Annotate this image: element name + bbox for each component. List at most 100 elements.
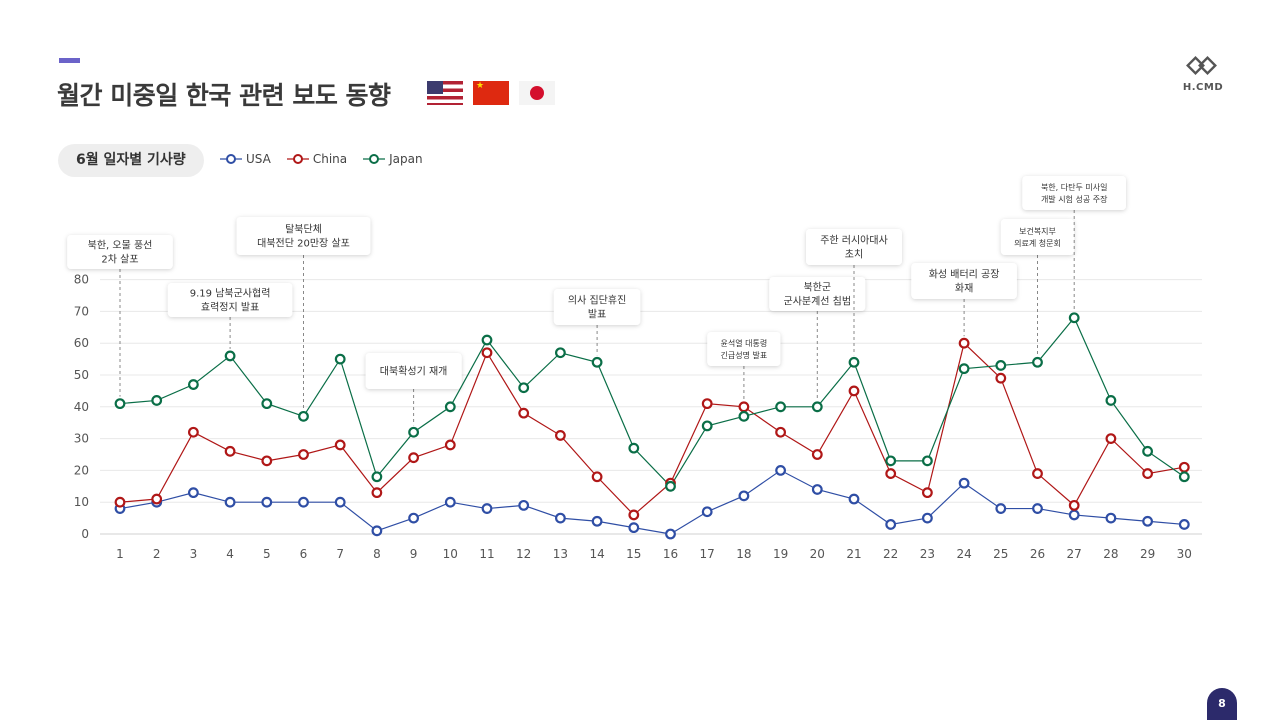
annotation-box [1000, 219, 1075, 255]
annotation-text: 탈북단체 [285, 223, 322, 236]
legend-marker-icon [220, 154, 242, 164]
data-point-usa [922, 512, 933, 524]
x-tick-label: 13 [553, 547, 568, 561]
annotation-box [67, 235, 173, 269]
data-point-china [371, 487, 383, 499]
japan-flag-icon [519, 81, 555, 105]
x-tick-label: 9 [410, 547, 418, 561]
legend-item-china: China [286, 152, 347, 166]
annotation-text: 긴급성명 발표 [721, 350, 768, 360]
data-point-usa [958, 477, 970, 489]
y-tick-label: 0 [81, 527, 89, 541]
annotation-text: 9.19 남북군사협력 [190, 287, 271, 300]
data-point-china [298, 449, 309, 460]
hcmd-logo-icon [1186, 56, 1217, 75]
x-tick-label: 21 [846, 547, 861, 561]
data-point-usa [995, 503, 1007, 514]
annotation-text: 의료계 청문회 [1014, 238, 1061, 248]
annotation-text: 윤석열 대통령 [721, 338, 768, 348]
x-tick-label: 20 [810, 547, 825, 561]
data-point-usa [591, 515, 603, 527]
x-tick-label: 17 [700, 547, 715, 561]
data-point-usa [1032, 503, 1043, 514]
x-tick-label: 16 [663, 547, 678, 561]
annotation-text: 군사분계선 침범 [784, 296, 852, 308]
data-point-china [775, 426, 786, 438]
data-point-china [408, 452, 420, 464]
x-tick-label: 5 [263, 547, 271, 561]
y-tick-label: 20 [74, 463, 89, 477]
x-tick-label: 3 [190, 547, 198, 561]
data-point-usa [1178, 519, 1190, 530]
data-point-china [1178, 461, 1190, 473]
data-point-usa [408, 512, 420, 524]
annotation-box [236, 217, 371, 255]
legend-label: Japan [389, 152, 423, 166]
annotation-text: 주한 러시아대사 [820, 235, 888, 247]
x-tick-label: 23 [920, 547, 935, 561]
data-point-usa [775, 465, 786, 476]
data-point-japan [885, 455, 897, 467]
x-tick-label: 6 [300, 547, 308, 561]
legend-marker-icon [286, 154, 309, 164]
data-point-japan [555, 347, 566, 359]
data-point-china [628, 509, 640, 521]
data-point-usa [885, 519, 897, 530]
annotation-box [167, 283, 293, 317]
data-point-japan [298, 410, 309, 422]
annotation-box [911, 263, 1017, 299]
data-point-usa [444, 496, 456, 508]
annotation-text: 화재 [955, 283, 973, 295]
annotation-box [1022, 176, 1126, 210]
data-point-usa [701, 506, 713, 518]
data-point-japan [371, 471, 383, 483]
y-tick-label: 80 [74, 273, 89, 287]
annotation-text: 개발 시험 성공 주장 [1041, 194, 1108, 204]
data-point-japan [334, 353, 346, 365]
data-point-china [1032, 468, 1043, 479]
series-line-usa [119, 469, 1185, 535]
annotation-text: 의사 집단휴진 [568, 295, 626, 307]
data-point-usa [481, 503, 493, 514]
chart-legend: USA China Japan [220, 152, 423, 166]
hcmd-logo: H.CMD [1180, 55, 1226, 93]
data-point-china [1068, 499, 1080, 511]
x-tick-label: 28 [1103, 547, 1118, 561]
data-point-china [555, 430, 566, 441]
x-tick-label: 22 [883, 547, 898, 561]
data-point-usa [811, 484, 823, 495]
series-line-china [119, 342, 1185, 516]
data-point-china [224, 445, 236, 457]
data-point-japan [995, 360, 1007, 371]
x-tick-label: 4 [226, 547, 234, 561]
data-point-japan [1105, 395, 1117, 406]
data-point-china [591, 471, 603, 483]
data-point-usa [1142, 515, 1153, 527]
legend-marker-icon [363, 154, 386, 164]
y-tick-label: 10 [74, 495, 89, 509]
annotation-text: 발표 [588, 309, 606, 321]
data-point-usa [738, 490, 750, 502]
x-tick-label: 27 [1067, 547, 1082, 561]
data-point-japan [1068, 312, 1080, 324]
data-point-china [1142, 468, 1153, 479]
y-tick-label: 60 [74, 336, 89, 350]
annotation-box [707, 332, 781, 366]
data-point-japan [1032, 356, 1043, 368]
data-point-japan [187, 379, 199, 390]
y-tick-label: 40 [74, 400, 89, 414]
data-point-china [187, 426, 199, 438]
data-point-china [481, 347, 493, 359]
annotation-text: 초치 [845, 249, 863, 261]
x-tick-label: 26 [1030, 547, 1045, 561]
annotation-box [769, 277, 866, 311]
data-point-japan [775, 401, 786, 413]
annotation-text: 북한, 다탄두 미사일 [1041, 182, 1108, 192]
data-point-usa [298, 496, 309, 508]
data-point-china [114, 496, 126, 508]
data-point-usa [518, 499, 530, 511]
x-tick-label: 10 [443, 547, 458, 561]
data-point-japan [151, 395, 163, 406]
data-point-china [811, 449, 823, 460]
